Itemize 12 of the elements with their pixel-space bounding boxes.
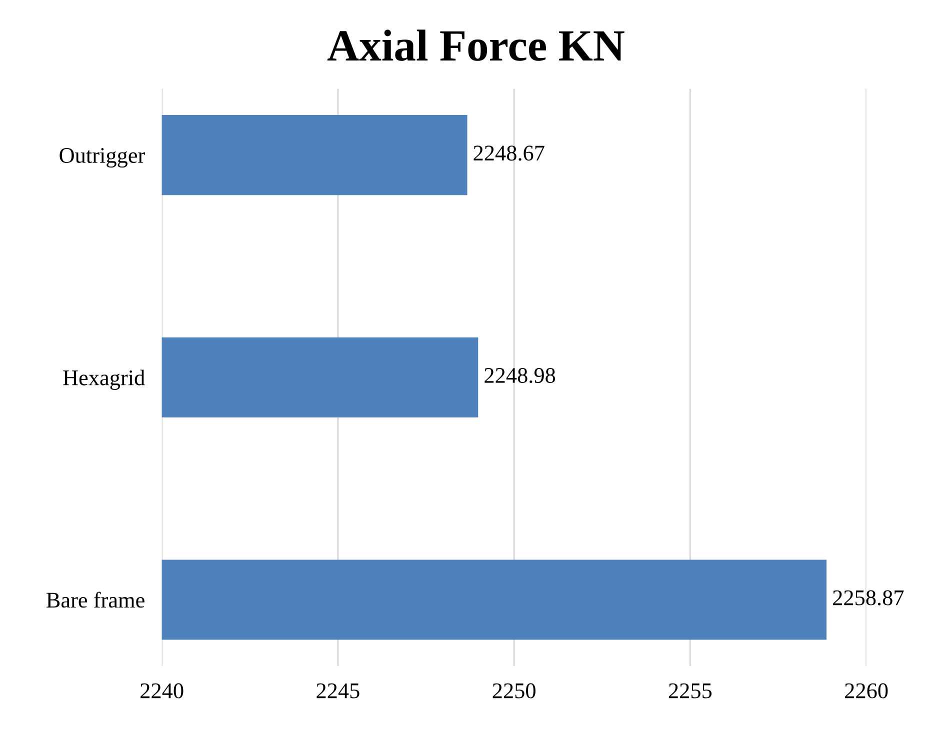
x-tick-label: 2255 (668, 683, 712, 698)
chart-title: Axial Force KN (327, 30, 624, 61)
y-tick-label: Outrigger (60, 148, 145, 168)
x-tick-label: 2260 (845, 683, 888, 698)
x-tick-label: 2240 (140, 683, 184, 698)
y-tick-label: Bare frame (46, 592, 144, 608)
data-label: 2248.98 (484, 368, 556, 384)
data-label: 2248.67 (474, 146, 544, 161)
x-tick-label: 2250 (492, 683, 536, 698)
data-label: 2258.87 (833, 590, 904, 606)
y-tick-label: Hexagrid (63, 370, 145, 390)
x-tick-label: 2245 (316, 683, 360, 698)
